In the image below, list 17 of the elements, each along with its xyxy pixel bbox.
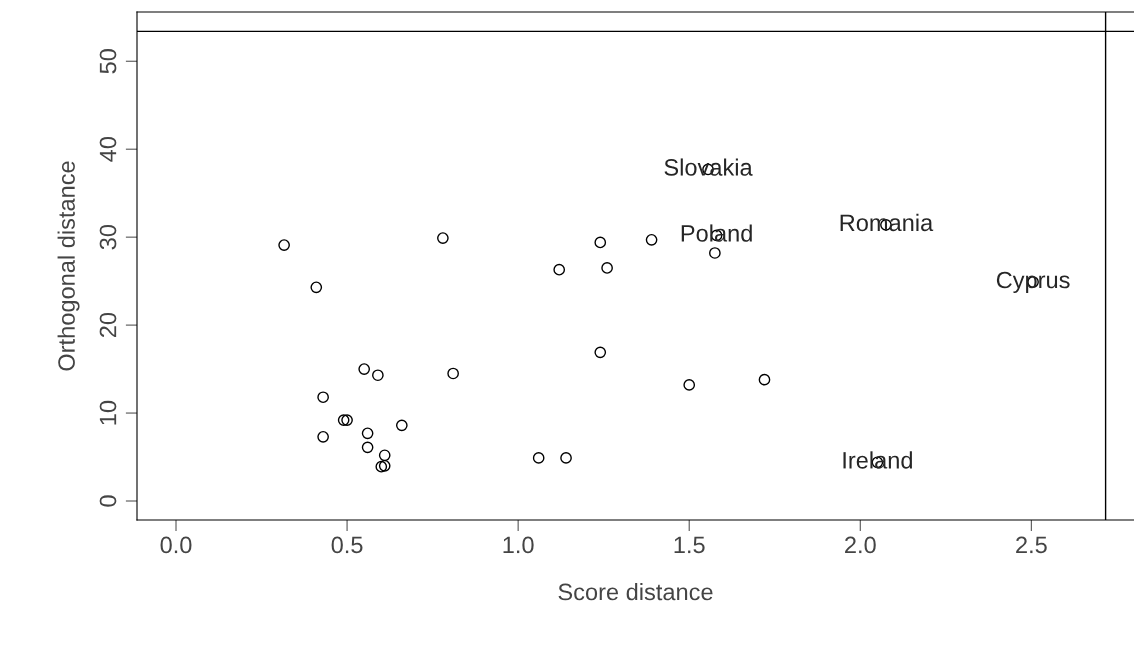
y-tick-label: 20 [99, 312, 117, 338]
x-tick-label: 0.5 [331, 536, 363, 554]
y-tick-label: 10 [99, 400, 117, 425]
x-tick-label: 2.5 [1016, 536, 1047, 554]
y-axis-title: Orthogonal distance [57, 161, 80, 371]
x-tick-label: 1.0 [503, 536, 534, 554]
x-tick-label: 1.5 [674, 536, 705, 554]
y-tick-label: 0 [99, 495, 117, 507]
y-tick-label: 40 [99, 136, 117, 162]
annotation: Ireland [843, 451, 912, 469]
annotation: Poland [681, 224, 752, 242]
y-tick-label: 30 [99, 224, 117, 250]
x-tick-label: 0.0 [160, 536, 192, 554]
y-tick-label: 50 [99, 49, 117, 74]
x-tick-label: 2.0 [845, 536, 876, 554]
annotation: Slovakia [664, 158, 753, 176]
x-axis-title: Score distance [558, 582, 713, 601]
